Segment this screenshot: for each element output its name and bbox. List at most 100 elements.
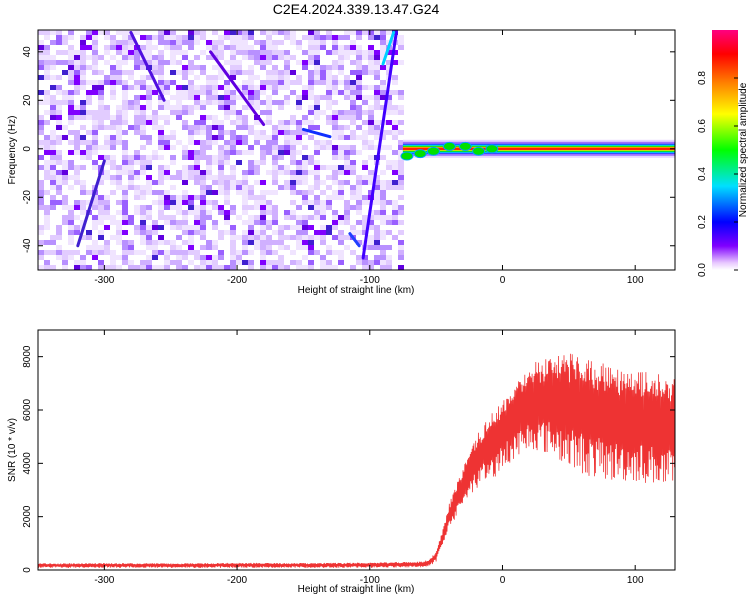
spectrogram-cell bbox=[338, 170, 344, 175]
spectrogram-cell bbox=[392, 235, 398, 240]
spectrogram-cell bbox=[182, 150, 188, 155]
spectrogram-cell bbox=[254, 220, 260, 225]
spectrogram-cell bbox=[74, 60, 80, 65]
spectrogram-cell bbox=[362, 165, 368, 170]
spectrogram-cell bbox=[344, 80, 350, 85]
spectrogram-cell bbox=[62, 60, 68, 65]
spectrogram-cell bbox=[122, 220, 128, 225]
spectrogram-cell bbox=[254, 90, 260, 95]
spectrogram-cell bbox=[230, 140, 236, 145]
spectrogram-cell bbox=[254, 95, 260, 100]
spectrogram-cell bbox=[134, 30, 140, 35]
spectrogram-cell bbox=[116, 255, 122, 260]
spectrogram-cell bbox=[386, 105, 392, 110]
spectrogram-cell bbox=[344, 95, 350, 100]
spectrogram-cell bbox=[392, 120, 398, 125]
spectrogram-cell bbox=[344, 210, 350, 215]
spectrogram-cell bbox=[290, 30, 296, 35]
spectrogram-cell bbox=[134, 230, 140, 235]
spectrogram-cell bbox=[272, 135, 278, 140]
spectrogram-cell bbox=[158, 60, 164, 65]
spectrogram-cell bbox=[284, 95, 290, 100]
spectrogram-cell bbox=[38, 120, 44, 125]
colorbar-tick-label: 0.8 bbox=[697, 71, 708, 85]
spectrogram-cell bbox=[386, 185, 392, 190]
spectrogram-cell bbox=[290, 120, 296, 125]
spectrogram-cell bbox=[110, 40, 116, 45]
spectrogram-cell bbox=[146, 40, 152, 45]
spectrogram-cell bbox=[92, 60, 98, 65]
spectrogram-cell bbox=[314, 55, 320, 60]
spectrogram-cell bbox=[212, 95, 218, 100]
snr-y-tick-label: 2000 bbox=[22, 505, 33, 528]
spectrogram-cell bbox=[50, 105, 56, 110]
spectrogram-cell bbox=[140, 105, 146, 110]
spectrogram-cell bbox=[146, 160, 152, 165]
spectrogram-cell bbox=[68, 115, 74, 120]
spectrogram-cell bbox=[302, 200, 308, 205]
spectrogram-cell bbox=[326, 115, 332, 120]
spectrogram-cell bbox=[374, 210, 380, 215]
spectrogram-cell bbox=[320, 35, 326, 40]
spectrogram-cell bbox=[332, 80, 338, 85]
spectrogram-cell bbox=[356, 115, 362, 120]
spectrogram-cell bbox=[272, 40, 278, 45]
spectrogram-cell bbox=[284, 180, 290, 185]
spectrogram-cell bbox=[80, 70, 86, 75]
spectrogram-cell bbox=[356, 180, 362, 185]
colorbar-gradient bbox=[712, 30, 738, 270]
spectrogram-cell bbox=[140, 185, 146, 190]
spectrogram-cell bbox=[128, 155, 134, 160]
spectrogram-cell bbox=[278, 125, 284, 130]
spectrogram-cell bbox=[152, 240, 158, 245]
spectrogram-cell bbox=[212, 160, 218, 165]
spectrogram-cell bbox=[266, 210, 272, 215]
spectrogram-cell bbox=[98, 265, 104, 270]
spectrogram-cell bbox=[110, 90, 116, 95]
spectrogram-cell bbox=[254, 85, 260, 90]
spectrogram-cell bbox=[56, 105, 62, 110]
spectrogram-cell bbox=[314, 70, 320, 75]
spectrogram-cell bbox=[80, 235, 86, 240]
spectrogram-cell bbox=[290, 210, 296, 215]
spectrogram-cell bbox=[86, 190, 92, 195]
spectrogram-cell bbox=[62, 125, 68, 130]
spectrogram-cell bbox=[98, 175, 104, 180]
spectrogram-cell bbox=[272, 265, 278, 270]
spectrogram-cell bbox=[146, 180, 152, 185]
spectrogram-cell bbox=[176, 220, 182, 225]
spectrogram-cell bbox=[248, 75, 254, 80]
spectrogram-cell bbox=[152, 255, 158, 260]
spectrogram-cell bbox=[146, 75, 152, 80]
spectrogram-cell bbox=[242, 105, 248, 110]
spectrogram-cell bbox=[98, 220, 104, 225]
spectrogram-cell bbox=[134, 185, 140, 190]
spectrogram-cell bbox=[266, 225, 272, 230]
spectrogram-cell bbox=[56, 50, 62, 55]
spectrogram-cell bbox=[236, 250, 242, 255]
spectrogram-cell bbox=[296, 260, 302, 265]
spectrogram-cell bbox=[332, 135, 338, 140]
spectrogram-cell bbox=[326, 85, 332, 90]
spectrogram-cell bbox=[308, 105, 314, 110]
spectrogram-cell bbox=[218, 155, 224, 160]
spectrogram-cell bbox=[104, 135, 110, 140]
spectrogram-cell bbox=[272, 215, 278, 220]
spectrogram-cell bbox=[398, 170, 404, 175]
spectrogram-cell bbox=[194, 250, 200, 255]
spectrogram-cell bbox=[182, 145, 188, 150]
spectrogram-cell bbox=[350, 230, 356, 235]
spectrogram-cell bbox=[260, 100, 266, 105]
spectrogram-cell bbox=[284, 70, 290, 75]
spectrogram-cell bbox=[122, 35, 128, 40]
spectrogram-cell bbox=[128, 160, 134, 165]
spectrogram-cell bbox=[200, 225, 206, 230]
spectrogram-cell bbox=[266, 265, 272, 270]
spectrogram-cell bbox=[134, 225, 140, 230]
spectrogram-cell bbox=[80, 185, 86, 190]
spectrogram-cell bbox=[242, 45, 248, 50]
spectrogram-cell bbox=[134, 210, 140, 215]
spectrogram-cell bbox=[212, 115, 218, 120]
spectrogram-cell bbox=[272, 80, 278, 85]
spectrogram-cell bbox=[176, 95, 182, 100]
